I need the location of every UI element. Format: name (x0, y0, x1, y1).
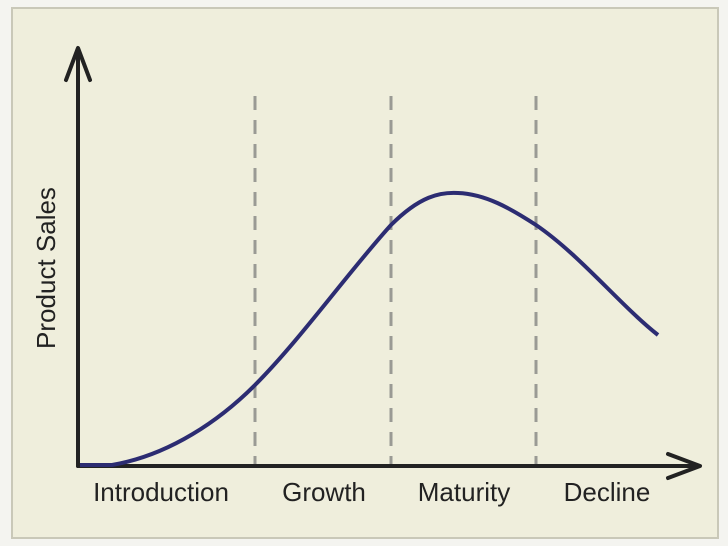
y-arrow (64, 46, 92, 82)
life-cycle-curve (80, 190, 660, 467)
stage-label: Growth (282, 477, 366, 507)
stage-dividers (253, 96, 538, 465)
stage-label: Decline (564, 477, 651, 507)
panel (11, 7, 719, 539)
stage-label: Maturity (418, 477, 510, 507)
x-arrow (666, 452, 702, 480)
y-axis-label: Product Sales (31, 187, 61, 349)
axes (64, 46, 702, 480)
stage-label: Introduction (93, 477, 229, 507)
